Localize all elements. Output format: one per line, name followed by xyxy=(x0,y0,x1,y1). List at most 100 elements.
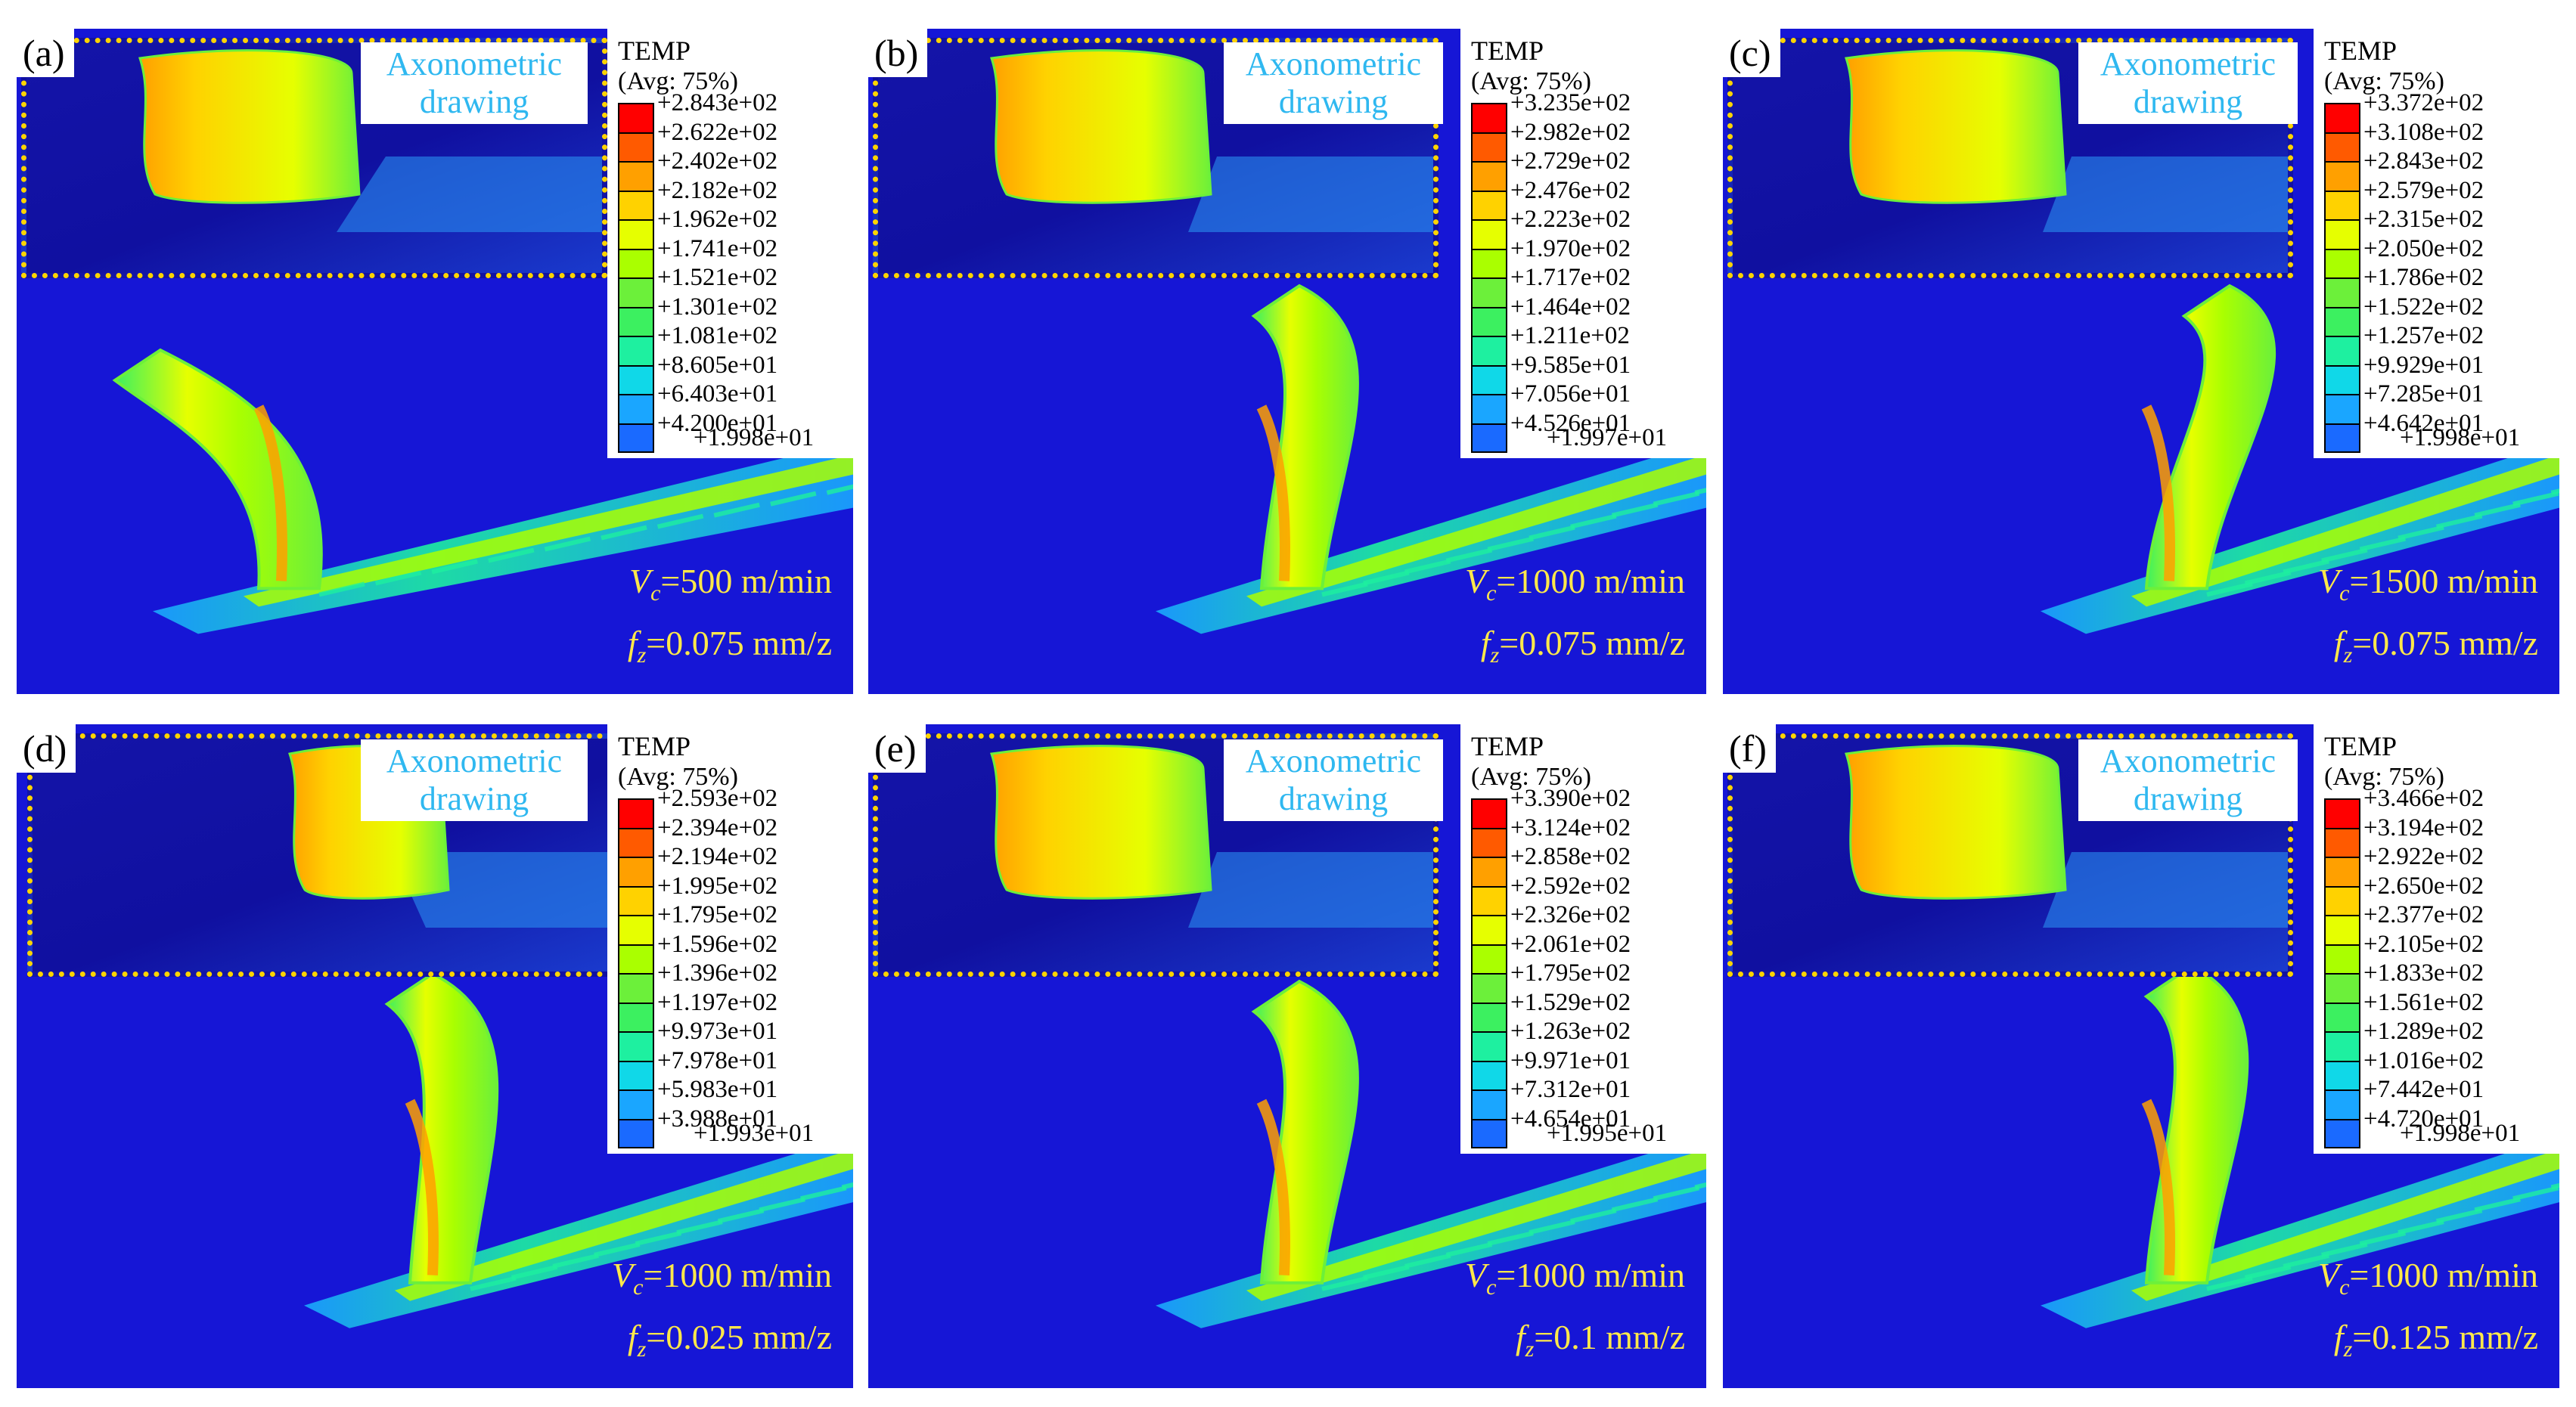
legend-swatch xyxy=(618,336,654,365)
legend-tick-label: +2.982e+02 xyxy=(1510,118,1631,146)
legend-tick-label: +7.442e+01 xyxy=(2363,1076,2484,1104)
cutting-speed: Vc=1000 m/min xyxy=(611,1255,832,1300)
legend-row: +2.476e+02 xyxy=(1471,177,1702,219)
legend-tick-label: +1.301e+02 xyxy=(657,293,778,321)
legend-swatch xyxy=(2324,1089,2360,1119)
legend-row: +2.394e+02 xyxy=(618,814,849,857)
legend-row: +1.301e+02 xyxy=(618,293,849,336)
surface-ridge xyxy=(2398,1220,2444,1235)
legend-tick-label: +1.833e+02 xyxy=(2363,959,2484,987)
legend-tick-label: +1.016e+02 xyxy=(2363,1046,2484,1074)
legend-tick-label: +1.998e+01 xyxy=(694,424,815,451)
inset-chip xyxy=(990,49,1212,204)
cutting-speed-value: =1000 m/min xyxy=(1496,1255,1685,1294)
legend-swatch xyxy=(1471,394,1507,423)
legend-swatch xyxy=(2324,944,2360,973)
surface-ridge xyxy=(2283,559,2329,575)
legend-swatch xyxy=(1471,306,1507,336)
legend-swatch xyxy=(618,451,654,453)
simulation-scene xyxy=(1156,284,1706,634)
legend-tick-label: +9.585e+01 xyxy=(1510,351,1631,379)
panel-label: (a) xyxy=(17,29,74,77)
surface-ridge xyxy=(717,1208,765,1224)
legend-swatch xyxy=(618,219,654,249)
legend-swatch xyxy=(1471,248,1507,277)
surface-ridge xyxy=(713,502,760,518)
inset-surface xyxy=(337,157,602,232)
legend-tick-label: +7.285e+01 xyxy=(2363,380,2484,408)
axonometric-label: Axonometric drawing xyxy=(2078,739,2298,821)
legend-subtitle: (Avg: 75%) xyxy=(2324,67,2444,95)
inset-chip xyxy=(138,49,361,204)
legend-swatch xyxy=(2324,103,2360,132)
legend-tick-label: +7.978e+01 xyxy=(657,1046,778,1074)
surface-ridge xyxy=(2435,513,2483,529)
legend-row: +1.795e+02 xyxy=(1471,959,1702,1003)
legend-tick-label: +9.973e+01 xyxy=(657,1018,778,1046)
legend-row: +7.056e+01 xyxy=(1471,380,1702,423)
temperature-legend: TEMP (Avg: 75%) +3.235e+02 +2.982e+02 +2.729… xyxy=(1460,29,1706,458)
legend-swatch xyxy=(1471,1060,1507,1089)
legend-tick-label: +7.312e+01 xyxy=(1510,1076,1631,1104)
contour-panel: Axonometric drawing (f) TEMP (Avg: 75%) +3.4… xyxy=(1723,724,2559,1388)
legend-row: +2.061e+02 xyxy=(1471,931,1702,973)
surface-ridge xyxy=(676,1220,723,1235)
surface-ridge xyxy=(2474,502,2521,518)
surface-ridge xyxy=(2321,1242,2368,1257)
inset-surface xyxy=(2043,852,2288,928)
axonometric-label: Axonometric drawing xyxy=(361,739,588,821)
tool-edge-strip xyxy=(1246,1148,1706,1301)
inset-chip xyxy=(990,745,1212,900)
legend-tick-label: +3.124e+02 xyxy=(1510,814,1631,841)
legend-swatch xyxy=(1471,451,1507,453)
axonometric-inset xyxy=(21,38,607,278)
legend-swatch xyxy=(2324,190,2360,219)
surface-ridge xyxy=(1487,536,1534,552)
surface-ridge xyxy=(1529,1220,1575,1235)
legend-tick-label: +2.223e+02 xyxy=(1510,206,1631,234)
legend-swatch xyxy=(1471,103,1507,132)
legend-swatch xyxy=(1471,1002,1507,1031)
legend-row: +1.521e+02 xyxy=(618,264,849,307)
legend-swatch xyxy=(618,423,654,452)
legend-swatch xyxy=(2324,451,2360,453)
hot-zone xyxy=(2141,1099,2175,1276)
legend-swatch xyxy=(618,1089,654,1119)
legend-tick-label: +8.605e+01 xyxy=(657,351,778,379)
legend-tick-label: +2.061e+02 xyxy=(1510,930,1631,958)
legend-tick-label: +6.403e+01 xyxy=(657,380,778,408)
surface-ridge xyxy=(318,581,365,597)
legend-row: +4.200e+01 xyxy=(618,410,849,452)
surface-ridge xyxy=(1653,491,1700,507)
legend-swatch xyxy=(2324,973,2360,1003)
legend-tick-label: +1.795e+02 xyxy=(1510,959,1631,987)
legend-row: +9.585e+01 xyxy=(1471,352,1702,394)
legend-tick-label: +2.394e+02 xyxy=(657,814,778,841)
surface-ridge xyxy=(841,1182,853,1190)
temperature-legend: TEMP (Avg: 75%) +2.593e+02 +2.394e+02 +2.194… xyxy=(607,724,853,1154)
surface-ridge xyxy=(1445,547,1493,563)
legend-title: TEMP xyxy=(618,731,691,761)
surface-ridge xyxy=(2550,488,2559,495)
legend-row: +1.396e+02 xyxy=(618,959,849,1003)
legend-tick-label: +4.526e+01 xyxy=(1510,409,1631,437)
hot-zone xyxy=(2141,404,2175,581)
legend-tick-label: +3.390e+02 xyxy=(1510,785,1631,813)
contour-panel: Axonometric drawing (a) TEMP (Avg: 75%) +2.8… xyxy=(17,29,853,694)
legend-swatch xyxy=(618,306,654,336)
legend-swatch xyxy=(618,277,654,307)
legend-row: +2.223e+02 xyxy=(1471,206,1702,249)
surface-ridge xyxy=(800,1185,847,1201)
legend-row: +1.995e+02 xyxy=(618,872,849,915)
legend-tick-label: +4.642e+01 xyxy=(2363,409,2484,437)
legend-row: +1.529e+02 xyxy=(1471,989,1702,1031)
cutting-conditions: Vc=1000 m/min fz=0.025 mm/z xyxy=(612,1250,832,1374)
legend-row: +1.786e+02 xyxy=(2324,264,2555,307)
legend-row: +7.978e+01 xyxy=(618,1047,849,1089)
legend-row: +2.843e+02 xyxy=(618,89,849,132)
cutting-conditions: Vc=1000 m/min fz=0.075 mm/z xyxy=(1465,556,1685,680)
legend-row: +3.372e+02 xyxy=(2324,89,2555,132)
legend-row: +1.289e+02 xyxy=(2324,1018,2555,1061)
inset-scene xyxy=(1845,49,2288,232)
legend-swatch xyxy=(2324,161,2360,191)
